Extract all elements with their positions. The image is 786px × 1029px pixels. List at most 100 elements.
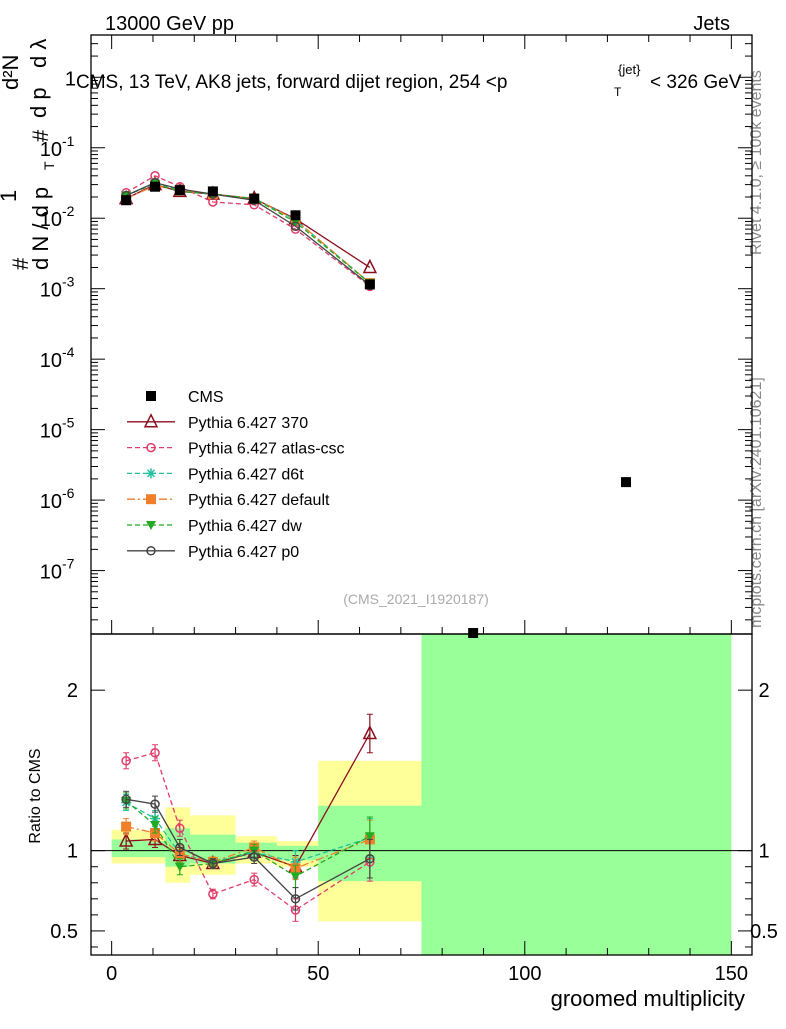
y-label-hash: #	[8, 257, 33, 270]
y-label-dn: d N / d p	[28, 187, 53, 270]
y-label-num: d²N	[0, 55, 23, 90]
ratio-point-4-6	[364, 832, 375, 842]
ratio-point-4-2	[174, 862, 185, 872]
plot-frames	[90, 34, 753, 956]
ratio-point-4-1	[150, 820, 161, 830]
legend-label-5: Pythia 6.427 dw	[188, 518, 302, 535]
ratio-y-label: Ratio to CMS	[27, 748, 44, 843]
ratio-point-0-6	[362, 724, 378, 740]
legend-item-5: Pythia 6.427 dw	[127, 518, 302, 535]
upper-tick-exp-5: -6	[62, 485, 75, 501]
legend: CMS Pythia 6.427 370 Pythia 6.427 atlas-cs…	[127, 389, 345, 561]
ratio-point-0-0	[118, 832, 134, 847]
ratio-tick-label-2: 0.5	[50, 921, 78, 943]
legend-marker-1	[143, 413, 159, 428]
ratio-point-1-2	[175, 823, 185, 833]
ratio-point-5-1	[150, 799, 160, 809]
legend-marker-3	[146, 468, 156, 479]
series-line-3	[125, 184, 371, 284]
ratio-point-1-3	[208, 889, 218, 899]
title-sub: T	[614, 85, 622, 99]
legend-label-1: Pythia 6.427 370	[188, 415, 308, 432]
cms-point-1	[150, 181, 161, 192]
x-tick-label-0: 0	[106, 963, 117, 985]
legend-label-2: Pythia 6.427 atlas-csc	[188, 441, 345, 458]
legend-item-4: Pythia 6.427 default	[127, 492, 330, 509]
upper-tick-exp-3: -4	[62, 344, 75, 360]
series-point-0-6	[362, 258, 378, 274]
upper-tick-label-2: 10	[40, 280, 62, 302]
legend-label-6: Pythia 6.427 p0	[188, 544, 299, 561]
legend-label-0: CMS	[188, 389, 224, 406]
upper-axis-ticks: 10 -110 -210 -310 -410 -510 -610 -71	[40, 43, 752, 621]
header-right: Jets	[693, 13, 730, 35]
ratio-point-5-2	[175, 842, 185, 853]
upper-tick-label-0: 10	[40, 139, 62, 161]
upper-tick-label-4: 10	[40, 421, 62, 443]
upper-tick-label-top: 1	[65, 68, 76, 90]
ratio-point-5-4	[249, 852, 259, 862]
upper-tick-label-1: 10	[40, 209, 62, 231]
legend-item-0: CMS	[146, 389, 224, 406]
ratio-point-5-0	[121, 794, 131, 805]
ratio-point-4-5	[290, 872, 301, 882]
upper-tick-label-3: 10	[40, 350, 62, 372]
cms-point-6	[364, 279, 375, 290]
cms-point-7	[468, 628, 479, 638]
cms-point-0	[121, 195, 132, 206]
x-tick-label-3: 150	[715, 963, 748, 985]
upper-tick-exp-1: -2	[62, 203, 75, 219]
x-tick-label-1: 50	[307, 963, 329, 985]
ratio-tick-label-right-1: 1	[758, 841, 769, 863]
legend-item-1: Pythia 6.427 370	[127, 413, 308, 432]
mcplots-label: mcplots.cern.ch [arXiv:2401.10621]	[748, 377, 765, 628]
lower-axis-ticks: 2 2 1 1 0.5 0.5	[50, 680, 778, 948]
upper-y-label: # 1 d N / d p T d²N # d p d λ	[0, 39, 57, 270]
legend-marker-5	[146, 521, 156, 530]
ratio-tick-label-1: 1	[67, 841, 78, 863]
upper-tick-exp-4: -5	[62, 415, 75, 431]
ratio-point-1-4	[249, 874, 259, 885]
y-label-t: T	[41, 161, 57, 170]
green-band-7	[421, 634, 732, 955]
legend-marker-2	[146, 442, 156, 453]
ratio-point-5-3	[208, 858, 218, 869]
title-tail: < 326 GeV	[650, 72, 742, 93]
ratio-point-1-0	[121, 756, 131, 766]
analysis-watermark: (CMS_2021_I1920187)	[343, 591, 489, 607]
ratio-tick-label-right-2: 0.5	[750, 921, 778, 943]
ratio-point-1-1	[150, 748, 160, 758]
ratio-point-5-5	[290, 894, 301, 904]
cms-point-3	[207, 186, 218, 197]
ratio-point-0-1	[147, 830, 163, 846]
x-tick-label-2: 100	[508, 963, 541, 985]
series-line-1	[125, 175, 371, 287]
cms-point-2	[174, 185, 185, 196]
legend-marker-6	[146, 546, 156, 556]
y-label-den: d p	[26, 87, 51, 118]
title-sup: {jet}	[618, 62, 641, 77]
green-band-5	[276, 845, 319, 861]
upper-tick-label-6: 10	[40, 562, 62, 584]
cms-point-8	[620, 477, 631, 488]
upper-tick-exp-2: -3	[62, 274, 75, 290]
cms-point-4	[249, 193, 260, 204]
x-axis-ticks: 0 50 100 150	[106, 35, 748, 985]
legend-item-3: Pythia 6.427 d6t	[127, 466, 304, 483]
y-label-dlambda: d λ	[26, 39, 51, 68]
series-line-0	[125, 183, 371, 269]
legend-label-3: Pythia 6.427 d6t	[188, 466, 304, 483]
ratio-tick-label-0: 2	[67, 680, 78, 702]
series-point-5-5	[290, 221, 301, 231]
x-axis-label: groomed multiplicity	[551, 986, 745, 1011]
y-label-one: 1	[0, 190, 21, 202]
legend-marker-4	[146, 494, 156, 505]
ratio-point-5-6	[365, 853, 375, 864]
legend-item-6: Pythia 6.427 p0	[127, 544, 299, 561]
upper-series	[118, 171, 631, 638]
legend-item-2: Pythia 6.427 atlas-csc	[127, 441, 345, 458]
upper-tick-exp-6: -7	[62, 556, 75, 572]
rivet-label: Rivet 4.1.0, ≥ 100k events	[748, 70, 765, 255]
